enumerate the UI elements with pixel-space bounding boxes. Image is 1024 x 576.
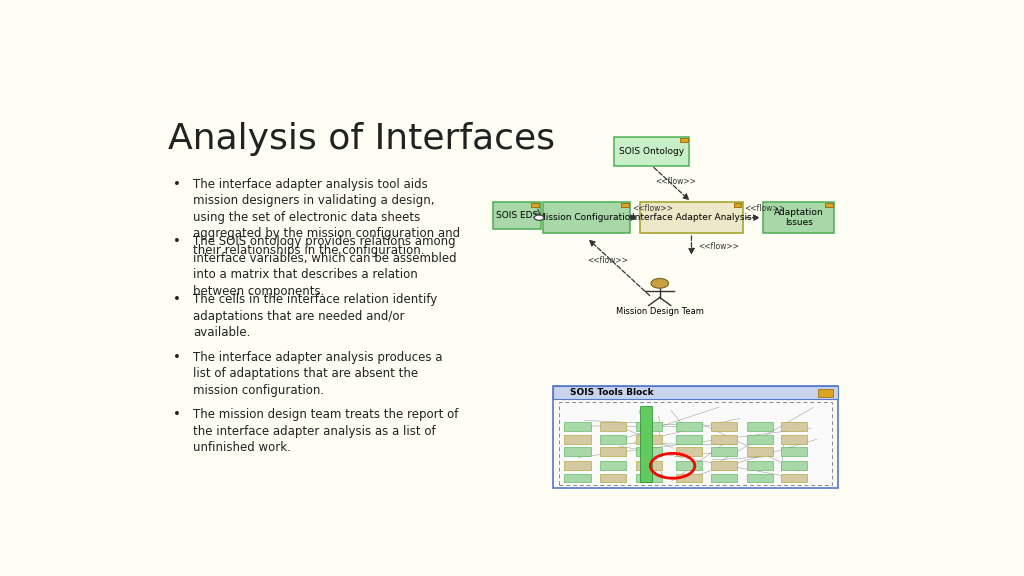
FancyBboxPatch shape	[564, 448, 591, 456]
FancyBboxPatch shape	[712, 473, 737, 483]
Text: SOIS Ontology: SOIS Ontology	[620, 147, 684, 156]
Text: SOIS Tools Block: SOIS Tools Block	[570, 388, 653, 397]
FancyBboxPatch shape	[712, 435, 737, 444]
FancyBboxPatch shape	[781, 422, 807, 431]
Text: •: •	[173, 293, 181, 306]
FancyBboxPatch shape	[636, 422, 663, 431]
Bar	[733, 203, 741, 207]
Text: •: •	[173, 236, 181, 248]
FancyBboxPatch shape	[600, 448, 627, 456]
FancyBboxPatch shape	[494, 202, 541, 229]
Text: <<flow>>: <<flow>>	[632, 204, 673, 213]
FancyBboxPatch shape	[600, 422, 627, 431]
FancyBboxPatch shape	[781, 461, 807, 469]
Text: Analysis of Interfaces: Analysis of Interfaces	[168, 122, 555, 156]
FancyBboxPatch shape	[712, 448, 737, 456]
FancyBboxPatch shape	[676, 448, 701, 456]
FancyBboxPatch shape	[781, 435, 807, 444]
FancyBboxPatch shape	[564, 473, 591, 483]
FancyBboxPatch shape	[748, 461, 773, 469]
FancyBboxPatch shape	[553, 386, 839, 488]
FancyBboxPatch shape	[553, 386, 839, 399]
FancyBboxPatch shape	[676, 422, 701, 431]
Text: The SOIS ontology provides relations among
interface variables, which can be ass: The SOIS ontology provides relations amo…	[194, 236, 457, 298]
Text: The interface adapter analysis produces a
list of adaptations that are absent th: The interface adapter analysis produces …	[194, 351, 442, 397]
Text: •: •	[173, 408, 181, 422]
Text: Mission Design Team: Mission Design Team	[615, 307, 703, 316]
Text: The interface adapter analysis tool aids
mission designers in validating a desig: The interface adapter analysis tool aids…	[194, 178, 460, 257]
FancyBboxPatch shape	[712, 461, 737, 469]
FancyBboxPatch shape	[636, 448, 663, 456]
FancyBboxPatch shape	[676, 461, 701, 469]
Text: Interface Adapter Analysis: Interface Adapter Analysis	[632, 213, 752, 222]
Circle shape	[651, 278, 669, 288]
FancyBboxPatch shape	[640, 406, 652, 483]
Text: Mission Configuration: Mission Configuration	[538, 213, 636, 222]
FancyBboxPatch shape	[712, 422, 737, 431]
FancyBboxPatch shape	[600, 435, 627, 444]
Text: <<flow>>: <<flow>>	[697, 242, 738, 251]
FancyBboxPatch shape	[748, 473, 773, 483]
FancyBboxPatch shape	[748, 448, 773, 456]
FancyBboxPatch shape	[640, 202, 743, 233]
FancyBboxPatch shape	[636, 461, 663, 469]
FancyBboxPatch shape	[543, 202, 631, 233]
Circle shape	[535, 215, 544, 221]
FancyBboxPatch shape	[636, 473, 663, 483]
FancyBboxPatch shape	[781, 448, 807, 456]
FancyBboxPatch shape	[600, 461, 627, 469]
Bar	[824, 203, 833, 207]
Bar	[818, 389, 833, 397]
FancyBboxPatch shape	[600, 473, 627, 483]
Bar	[621, 203, 629, 207]
Text: <<flow>>: <<flow>>	[744, 204, 785, 213]
Text: Adaptation
Issues: Adaptation Issues	[774, 208, 823, 228]
FancyBboxPatch shape	[676, 473, 701, 483]
FancyBboxPatch shape	[564, 422, 591, 431]
Text: SOIS EDS: SOIS EDS	[496, 211, 538, 220]
Bar	[531, 203, 539, 207]
Text: <<flow>>: <<flow>>	[587, 256, 628, 266]
FancyBboxPatch shape	[748, 422, 773, 431]
Text: The cells in the interface relation identify
adaptations that are needed and/or
: The cells in the interface relation iden…	[194, 293, 437, 339]
FancyBboxPatch shape	[636, 435, 663, 444]
FancyBboxPatch shape	[748, 435, 773, 444]
FancyBboxPatch shape	[564, 435, 591, 444]
Bar	[680, 138, 688, 142]
FancyBboxPatch shape	[614, 137, 689, 165]
FancyBboxPatch shape	[676, 435, 701, 444]
FancyBboxPatch shape	[781, 473, 807, 483]
FancyBboxPatch shape	[763, 202, 835, 233]
Text: <<flow>>: <<flow>>	[655, 177, 696, 186]
Text: •: •	[173, 351, 181, 364]
Text: The mission design team treats the report of
the interface adapter analysis as a: The mission design team treats the repor…	[194, 408, 459, 454]
Text: •: •	[173, 178, 181, 191]
FancyBboxPatch shape	[564, 461, 591, 469]
